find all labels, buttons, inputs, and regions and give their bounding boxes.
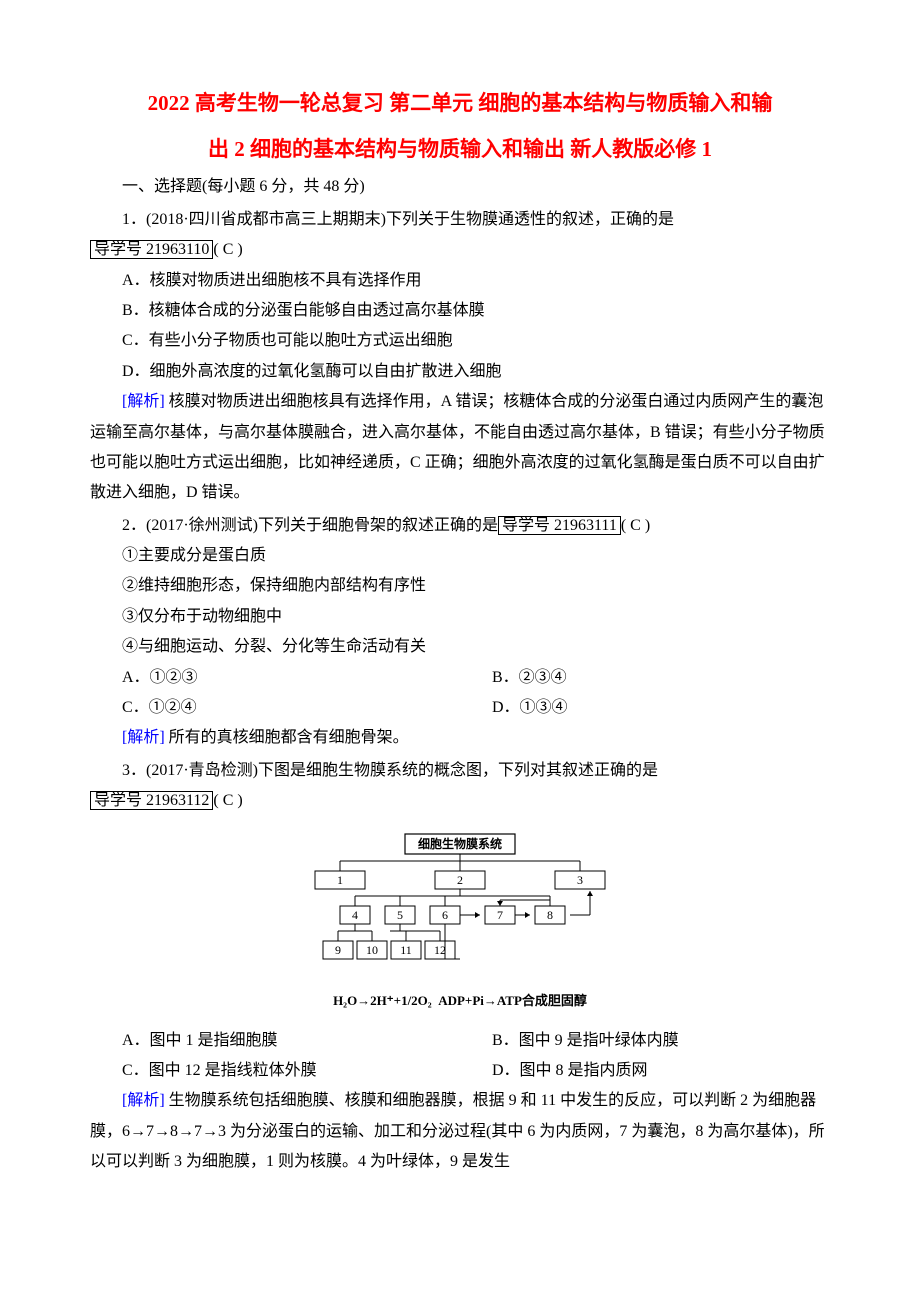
- q3-analysis-text: 生物膜系统包括细胞膜、核膜和细胞器膜，根据 9 和 11 中发生的反应，可以判断…: [90, 1092, 825, 1170]
- title-line-1: 2022 高考生物一轮总复习 第二单元 细胞的基本结构与物质输入和输: [90, 80, 830, 126]
- title-line-2: 出 2 细胞的基本结构与物质输入和输出 新人教版必修 1: [90, 126, 830, 172]
- q3-diagram: 细胞生物膜系统 1 2 3 4 5 6 7 8: [90, 829, 830, 1014]
- q1-option-d: D．细胞外高浓度的过氧化氢酶可以自由扩散进入细胞: [90, 357, 830, 387]
- q2-option-b: B．②③④: [460, 663, 830, 693]
- svg-text:5: 5: [397, 908, 403, 922]
- q2-daoxue: 导学号 21963111: [498, 516, 621, 535]
- q2-option-d: D．①③④: [460, 693, 830, 723]
- q3-option-c: C．图中 12 是指线粒体外膜: [90, 1056, 460, 1086]
- q2-analysis-label: [解析]: [122, 729, 165, 746]
- svg-text:7: 7: [497, 908, 503, 922]
- q3-option-b: B．图中 9 是指叶绿体内膜: [460, 1026, 830, 1056]
- svg-text:4: 4: [352, 908, 358, 922]
- q3-line2: 导学号 21963112( C ): [90, 786, 830, 816]
- q2-answer: ( C ): [621, 517, 650, 534]
- q3-answer: ( C ): [213, 792, 242, 809]
- q3-options-row1: A．图中 1 是指细胞膜 B．图中 9 是指叶绿体内膜: [90, 1026, 830, 1056]
- q3-option-a: A．图中 1 是指细胞膜: [90, 1026, 460, 1056]
- q1-prefix: 1．(2018·四川省成都市高三上期期末)下列关于生物膜通透性的叙述，正确的是: [122, 211, 674, 228]
- q2-options-row1: A．①②③ B．②③④: [90, 663, 830, 693]
- svg-text:6: 6: [442, 908, 448, 922]
- q1-option-a: A．核膜对物质进出细胞核不具有选择作用: [90, 266, 830, 296]
- q1-daoxue: 导学号 21963110: [90, 240, 213, 259]
- q1-analysis-text: 核膜对物质进出细胞核具有选择作用，A 错误；核糖体合成的分泌蛋白通过内质网产生的…: [90, 393, 825, 501]
- q3-daoxue: 导学号 21963112: [90, 791, 213, 810]
- svg-text:12: 12: [434, 943, 446, 957]
- q2-prefix: 2．(2017·徐州测试)下列关于细胞骨架的叙述正确的是: [122, 517, 498, 534]
- caption-right: 合成胆固醇: [522, 993, 587, 1008]
- diagram-caption: H₂O→2H⁺+1/2O₂ ADP+Pi→ATP合成胆固醇: [90, 989, 830, 1014]
- q2-option-c: C．①②④: [90, 693, 460, 723]
- svg-text:11: 11: [400, 943, 412, 957]
- svg-text:8: 8: [547, 908, 553, 922]
- caption-mid: ADP+Pi→ATP: [438, 993, 522, 1008]
- q2-stmt4: ④与细胞运动、分裂、分化等生命活动有关: [90, 632, 830, 662]
- q2-stmt3: ③仅分布于动物细胞中: [90, 602, 830, 632]
- question-1: 1．(2018·四川省成都市高三上期期末)下列关于生物膜通透性的叙述，正确的是: [90, 205, 830, 235]
- q3-options-row2: C．图中 12 是指线粒体外膜 D．图中 8 是指内质网: [90, 1056, 830, 1086]
- q2-options-row2: C．①②④ D．①③④: [90, 693, 830, 723]
- section-header: 一、选择题(每小题 6 分，共 48 分): [90, 172, 830, 202]
- q3-analysis-label: [解析]: [122, 1092, 165, 1109]
- q1-line2: 导学号 21963110( C ): [90, 235, 830, 265]
- caption-left: H₂O→2H⁺+1/2O₂: [333, 993, 432, 1008]
- q1-option-b: B．核糖体合成的分泌蛋白能够自由透过高尔基体膜: [90, 296, 830, 326]
- svg-text:10: 10: [366, 943, 378, 957]
- q3-option-d: D．图中 8 是指内质网: [460, 1056, 830, 1086]
- svg-text:9: 9: [335, 943, 341, 957]
- svg-text:1: 1: [337, 873, 343, 887]
- q3-prefix: 3．(2017·青岛检测)下图是细胞生物膜系统的概念图，下列对其叙述正确的是: [122, 762, 658, 779]
- q2-option-a: A．①②③: [90, 663, 460, 693]
- question-3: 3．(2017·青岛检测)下图是细胞生物膜系统的概念图，下列对其叙述正确的是: [90, 756, 830, 786]
- q1-analysis-label: [解析]: [122, 393, 165, 410]
- svg-text:3: 3: [577, 873, 583, 887]
- q1-option-c: C．有些小分子物质也可能以胞吐方式运出细胞: [90, 326, 830, 356]
- q3-analysis: [解析] 生物膜系统包括细胞膜、核膜和细胞器膜，根据 9 和 11 中发生的反应…: [90, 1086, 830, 1177]
- q1-analysis: [解析] 核膜对物质进出细胞核具有选择作用，A 错误；核糖体合成的分泌蛋白通过内…: [90, 387, 830, 509]
- svg-text:2: 2: [457, 873, 463, 887]
- question-2: 2．(2017·徐州测试)下列关于细胞骨架的叙述正确的是导学号 21963111…: [90, 511, 830, 541]
- q2-stmt2: ②维持细胞形态，保持细胞内部结构有序性: [90, 571, 830, 601]
- q2-analysis: [解析] 所有的真核细胞都含有细胞骨架。: [90, 723, 830, 753]
- biomembrane-diagram: 细胞生物膜系统 1 2 3 4 5 6 7 8: [290, 829, 630, 974]
- q2-analysis-text: 所有的真核细胞都含有细胞骨架。: [165, 729, 409, 746]
- diagram-top-label: 细胞生物膜系统: [418, 836, 502, 851]
- q2-stmt1: ①主要成分是蛋白质: [90, 541, 830, 571]
- q1-answer: ( C ): [213, 241, 242, 258]
